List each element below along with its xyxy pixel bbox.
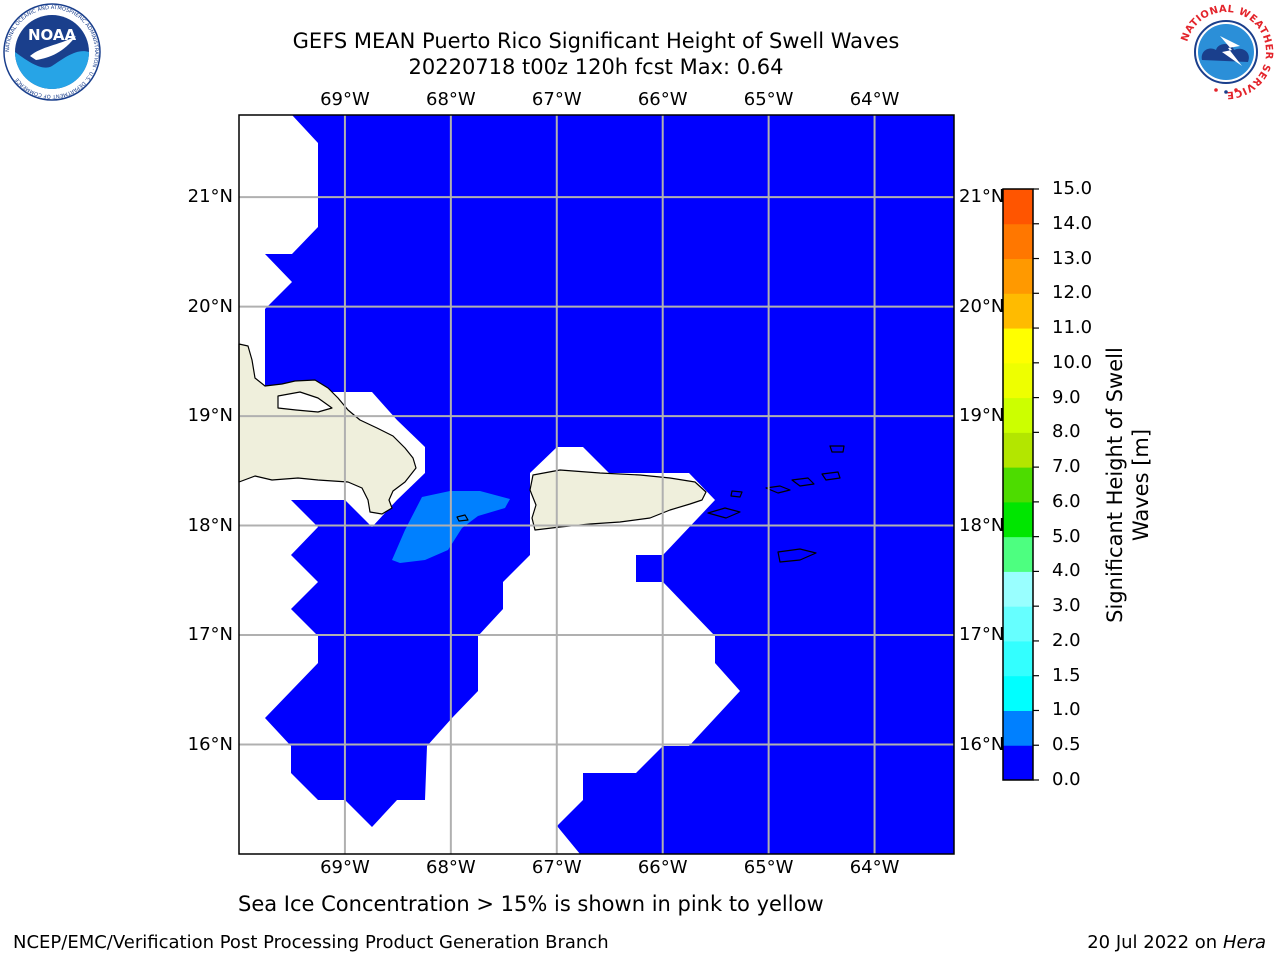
lon-tick-label-top: 69°W xyxy=(320,89,370,110)
lat-tick-label-left: 21°N xyxy=(187,186,233,208)
lon-tick-label-top: 64°W xyxy=(849,89,900,110)
colorbar-tick-label: 10.0 xyxy=(1052,351,1093,373)
lon-tick-label-bottom: 64°W xyxy=(849,857,900,878)
colorbar-tick-label: 8.0 xyxy=(1052,421,1081,443)
lat-tick-label-left: 18°N xyxy=(187,514,233,536)
lat-tick-label-left: 20°N xyxy=(187,295,233,317)
lat-tick-label-right: 16°N xyxy=(959,733,1005,755)
colorbar-segment xyxy=(1003,397,1033,433)
lon-tick-label-top: 67°W xyxy=(531,89,582,110)
footer-date: 20 Jul 2022 on Hera xyxy=(1087,932,1266,954)
sea-ice-caption: Sea Ice Concentration > 15% is shown in … xyxy=(238,892,824,916)
lat-tick-label-left: 17°N xyxy=(187,624,233,646)
map-frame xyxy=(238,114,955,855)
colorbar-segment xyxy=(1003,293,1033,329)
footer-credit: NCEP/EMC/Verification Post Processing Pr… xyxy=(13,932,609,953)
colorbar-tick-label: 9.0 xyxy=(1052,386,1081,408)
colorbar-tick-label: 0.0 xyxy=(1052,769,1081,790)
colorbar-segment xyxy=(1003,189,1033,225)
colorbar-segment xyxy=(1003,710,1033,746)
small-island-6 xyxy=(777,548,817,563)
chart-title: GEFS MEAN Puerto Rico Significant Height… xyxy=(292,29,900,53)
lat-tick-label-right: 21°N xyxy=(959,186,1005,208)
lon-tick-label-bottom: 67°W xyxy=(531,857,582,878)
small-island-4 xyxy=(821,471,841,481)
colorbar-tick-label: 1.0 xyxy=(1052,699,1081,721)
lon-tick-label-bottom: 68°W xyxy=(426,857,476,878)
colorbar-tick-label: 4.0 xyxy=(1052,560,1081,582)
noaa-logo-text: NOAA xyxy=(28,26,77,44)
footer-date-text: 20 Jul 2022 on xyxy=(1087,932,1223,953)
lat-tick-label-right: 20°N xyxy=(959,295,1005,317)
colorbar-tick-label: 12.0 xyxy=(1052,282,1093,304)
colorbar-tick-label: 1.5 xyxy=(1052,664,1081,686)
colorbar-segment xyxy=(1003,606,1033,642)
lon-tick-label-top: 68°W xyxy=(426,89,476,110)
swell-ocean-region xyxy=(265,115,954,854)
colorbar-tick-label: 13.0 xyxy=(1052,247,1093,269)
colorbar-tick-label: 7.0 xyxy=(1052,456,1081,478)
lat-tick-label-right: 19°N xyxy=(959,405,1005,427)
colorbar-segment xyxy=(1003,675,1033,711)
colorbar-tick-label: 6.0 xyxy=(1052,490,1081,512)
colorbar-segment xyxy=(1003,362,1033,399)
colorbar-segment xyxy=(1003,640,1033,677)
lat-tick-label-left: 16°N xyxy=(187,733,233,755)
colorbar-segment xyxy=(1003,571,1033,607)
colorbar-segment xyxy=(1003,223,1033,260)
small-island-7 xyxy=(456,514,469,522)
colorbar-tick-label: 2.0 xyxy=(1052,629,1081,651)
small-island-3 xyxy=(791,477,815,487)
lat-tick-label-right: 18°N xyxy=(959,514,1005,536)
lon-tick-label-bottom: 66°W xyxy=(637,857,688,878)
lon-tick-label-bottom: 65°W xyxy=(743,857,794,878)
colorbar-tick-label: 11.0 xyxy=(1052,317,1093,339)
colorbar-tick-label: 5.0 xyxy=(1052,525,1081,547)
small-island-0 xyxy=(707,507,741,519)
colorbar-segment xyxy=(1003,467,1033,503)
colorbar-title: Significant Height of Swell Waves [m] xyxy=(1103,347,1153,623)
colorbar-segment xyxy=(1003,258,1033,294)
colorbar-segment xyxy=(1003,328,1033,364)
colorbar-segment xyxy=(1003,745,1033,781)
small-island-2 xyxy=(765,485,791,494)
small-island-5 xyxy=(829,445,845,453)
samana-bay-cut xyxy=(277,391,333,413)
colorbar-tick-label: 3.0 xyxy=(1052,595,1081,617)
colorbar-tick-label: 0.5 xyxy=(1052,734,1081,756)
colorbar-segment xyxy=(1003,501,1033,538)
colorbar-segment xyxy=(1003,432,1033,468)
lon-tick-label-top: 65°W xyxy=(743,89,794,110)
colorbar-tick-label: 14.0 xyxy=(1052,212,1093,234)
lon-tick-label-bottom: 69°W xyxy=(320,857,370,878)
colorbar-tick-label: 15.0 xyxy=(1052,178,1093,199)
hispaniola-land xyxy=(238,343,417,515)
nws-logo: NATIONAL WEATHER SERVICE xyxy=(1178,4,1274,100)
small-island-1 xyxy=(730,490,743,498)
lon-tick-label-top: 66°W xyxy=(637,89,688,110)
chart-subtitle: 20220718 t00z 120h fcst Max: 0.64 xyxy=(408,55,784,79)
noaa-logo: NATIONAL OCEANIC AND ATMOSPHERIC ADMINIS… xyxy=(3,3,101,101)
lat-tick-label-left: 19°N xyxy=(187,405,233,427)
colorbar-segment xyxy=(1003,536,1033,572)
footer-machine: Hera xyxy=(1222,932,1266,953)
colorbar-frame xyxy=(1002,188,1034,781)
lat-tick-label-right: 17°N xyxy=(959,624,1005,646)
